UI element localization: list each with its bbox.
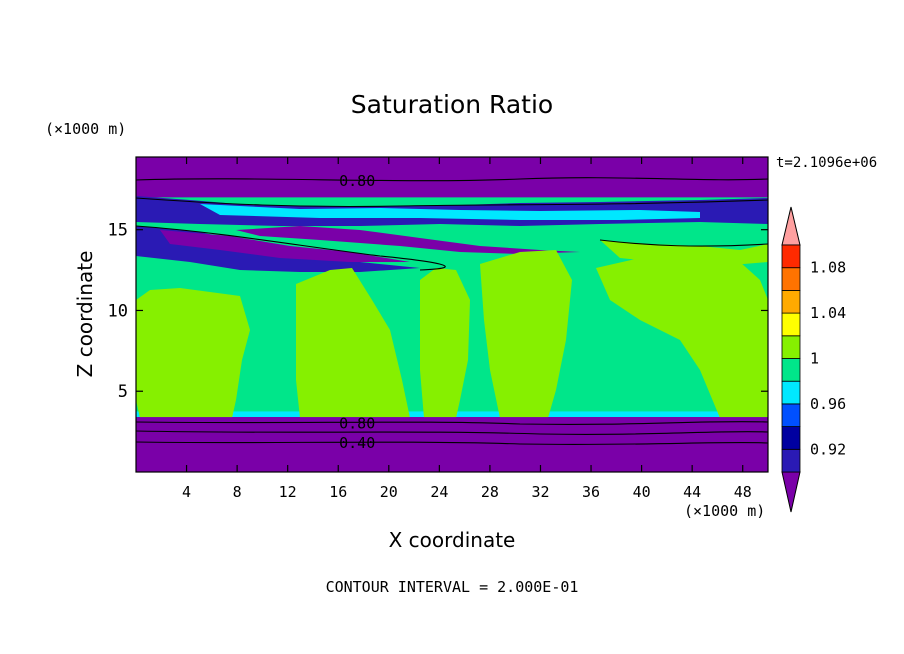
- contour-labels: 0.800.800.40: [339, 172, 375, 452]
- x-tick-label: 48: [734, 483, 752, 501]
- x-tick-label: 24: [430, 483, 448, 501]
- field-upper-cyan: [200, 204, 700, 220]
- colorbar-swatch: [781, 335, 801, 359]
- x-axis-title: X coordinate: [389, 528, 516, 552]
- field-lower-dry-layer: [136, 417, 768, 472]
- colorbar-swatch: [781, 380, 801, 405]
- x-tick-label: 20: [380, 483, 398, 501]
- colorbar-swatch: [781, 358, 801, 382]
- field-column-3: [420, 268, 470, 418]
- x-tick-label: 12: [279, 483, 297, 501]
- colorbar-swatch: [781, 267, 801, 291]
- saturation-field: [136, 157, 768, 472]
- contour-label-2: 0.80: [339, 415, 375, 433]
- contour-lines: [136, 177, 768, 446]
- contour-line-4: [136, 441, 768, 446]
- contour-interval-note: CONTOUR INTERVAL = 2.000E-01: [326, 578, 579, 596]
- x-tick-label: 44: [683, 483, 701, 501]
- colorbar-tick-label: 1.08: [810, 259, 846, 277]
- field-column-5: [596, 256, 768, 418]
- colorbar-tick-label: 1: [810, 350, 819, 368]
- colorbar-top-extension: [781, 206, 801, 246]
- field-column-1: [136, 288, 250, 418]
- colorbar-swatch: [781, 312, 801, 337]
- colorbar-bottom-extension: [781, 471, 801, 513]
- x-unit-label: (×1000 m): [684, 502, 765, 520]
- x-tick-label: 40: [633, 483, 651, 501]
- chart-title: Saturation Ratio: [351, 90, 553, 119]
- y-tick-label: 10: [108, 301, 128, 321]
- colorbar-swatch: [781, 244, 801, 269]
- y-tick-label: 15: [108, 221, 128, 241]
- x-axis-ticks: 4 8 12 16 20 24 28 32 36 40 44 48: [182, 157, 752, 501]
- contour-line-3: [136, 430, 768, 435]
- x-tick-label: 4: [182, 483, 191, 501]
- colorbar-tick-label: 1.04: [810, 304, 846, 322]
- y-unit-label: (×1000 m): [45, 120, 126, 138]
- colorbar-tick-label: 0.96: [810, 395, 846, 413]
- x-tick-label: 32: [531, 483, 549, 501]
- contour-line-7: [599, 239, 768, 247]
- x-tick-label: 16: [329, 483, 347, 501]
- field-column-6: [600, 240, 768, 266]
- y-axis-title: Z coordinate: [73, 251, 97, 378]
- colorbar-swatch: [781, 289, 801, 314]
- contour-label-1: 0.80: [339, 172, 375, 190]
- colorbar-swatch: [781, 448, 801, 473]
- contour-line-1: [136, 177, 768, 182]
- x-tick-label: 8: [233, 483, 242, 501]
- contour-line-2: [136, 421, 768, 425]
- colorbar-swatch: [781, 426, 801, 450]
- field-dry-tongue: [236, 226, 580, 254]
- x-tick-label: 28: [481, 483, 499, 501]
- colorbar-tick-label: 0.92: [810, 440, 846, 458]
- contour-label-3: 0.40: [339, 434, 375, 452]
- field-dry-intrusion: [160, 230, 410, 262]
- colorbar: 0.92 0.96 1 1.04 1.08: [781, 206, 846, 513]
- y-axis-ticks: 5 10 15: [108, 221, 768, 402]
- x-tick-label: 36: [582, 483, 600, 501]
- contour-line-6: [136, 225, 446, 271]
- plot-frame: [135, 156, 769, 473]
- time-label: t=2.1096e+06: [776, 155, 877, 171]
- field-column-2: [296, 268, 410, 418]
- field-column-4: [480, 250, 572, 418]
- y-tick-label: 5: [118, 382, 128, 402]
- colorbar-swatch: [781, 403, 801, 427]
- contour-line-5: [136, 197, 768, 208]
